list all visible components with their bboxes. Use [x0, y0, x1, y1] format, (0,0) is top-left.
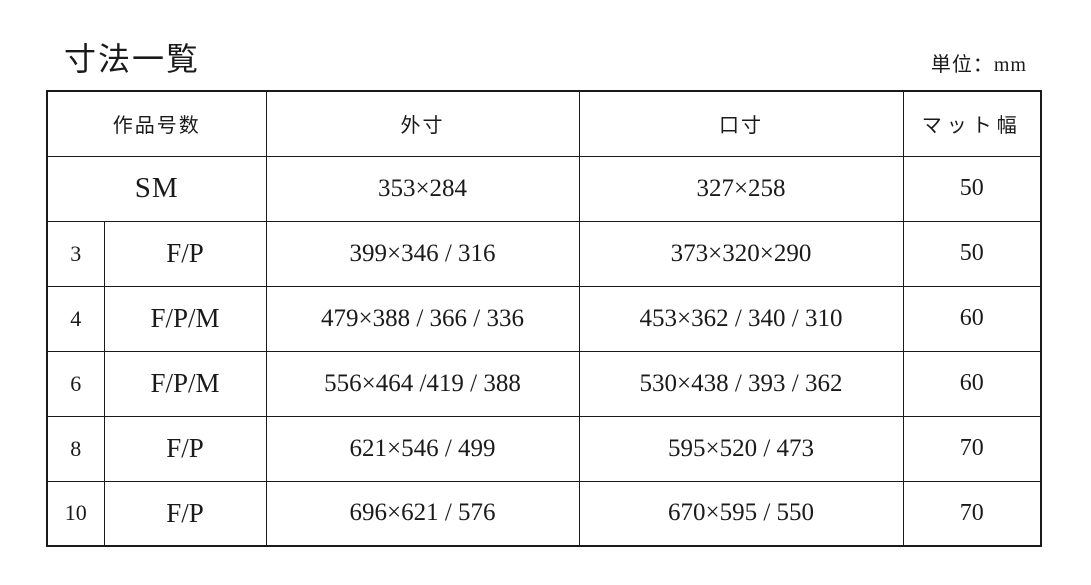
table-row-6: 6 F/P/M 556×464 /419 / 388 530×438 / 393…	[46, 350, 1042, 417]
size-label: F/P/M	[103, 350, 267, 417]
opening-size-value: 595×520 / 473	[578, 415, 904, 482]
outer-size-value: 696×621 / 576	[265, 480, 580, 547]
opening-size-value: 530×438 / 393 / 362	[578, 350, 904, 417]
opening-size-value: 453×362 / 340 / 310	[578, 285, 904, 352]
outer-size-value: 479×388 / 366 / 336	[265, 285, 580, 352]
dimension-table: 作品号数 外寸 口寸 マット幅 SM 353×284 327×258 50 3 …	[46, 90, 1042, 547]
table-row-sm: SM 353×284 327×258 50	[46, 155, 1042, 222]
size-label: SM	[46, 155, 267, 222]
outer-size-value: 556×464 /419 / 388	[265, 350, 580, 417]
size-label: F/P	[103, 220, 267, 287]
mat-width-value: 70	[902, 415, 1042, 482]
mat-width-value: 60	[902, 350, 1042, 417]
table-row-4: 4 F/P/M 479×388 / 366 / 336 453×362 / 34…	[46, 285, 1042, 352]
mat-width-value: 50	[902, 155, 1042, 222]
header-mat-width: マット幅	[902, 90, 1042, 157]
header-opening-size: 口寸	[578, 90, 904, 157]
size-number: 3	[46, 220, 105, 287]
opening-size-value: 327×258	[578, 155, 904, 222]
header-row: 作品号数 外寸 口寸 マット幅	[46, 90, 1042, 157]
mat-width-value: 70	[902, 480, 1042, 547]
outer-size-value: 353×284	[265, 155, 580, 222]
page-title: 寸法一覧	[64, 41, 201, 77]
opening-size-value: 670×595 / 550	[578, 480, 904, 547]
size-label: F/P/M	[103, 285, 267, 352]
mat-width-value: 60	[902, 285, 1042, 352]
outer-size-value: 621×546 / 499	[265, 415, 580, 482]
size-number: 6	[46, 350, 105, 417]
size-number: 4	[46, 285, 105, 352]
table-row-10: 10 F/P 696×621 / 576 670×595 / 550 70	[46, 480, 1042, 547]
size-label: F/P	[103, 415, 267, 482]
header-outer-size: 外寸	[265, 90, 580, 157]
table-row-8: 8 F/P 621×546 / 499 595×520 / 473 70	[46, 415, 1042, 482]
table-row-3: 3 F/P 399×346 / 316 373×320×290 50	[46, 220, 1042, 287]
size-number: 10	[46, 480, 105, 547]
mat-width-value: 50	[902, 220, 1042, 287]
unit-label: 単位：mm	[930, 54, 1027, 76]
size-number: 8	[46, 415, 105, 482]
outer-size-value: 399×346 / 316	[265, 220, 580, 287]
opening-size-value: 373×320×290	[578, 220, 904, 287]
size-label: F/P	[103, 480, 267, 547]
header-item-number: 作品号数	[46, 90, 267, 157]
